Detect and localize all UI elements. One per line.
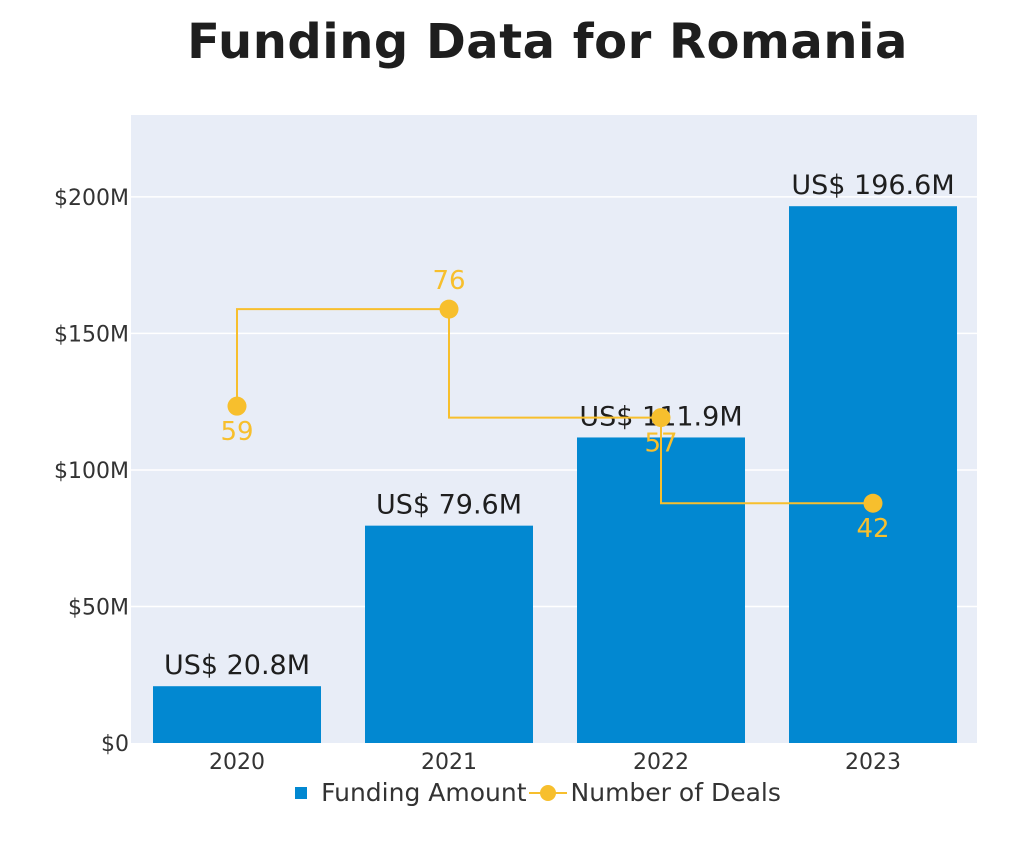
legend-swatch-deals <box>528 784 567 801</box>
deal-label-2023: 42 <box>856 514 889 544</box>
deal-point-2021 <box>439 299 459 319</box>
y-tick-label: $100M <box>54 459 129 484</box>
x-tick-label-2022: 2022 <box>633 750 689 775</box>
bar-label-2021: US$ 79.6M <box>376 490 522 521</box>
bar-2021 <box>365 525 533 743</box>
bar-label-2020: US$ 20.8M <box>164 650 310 681</box>
x-tick-label-2021: 2021 <box>421 750 477 775</box>
deal-label-2020: 59 <box>220 417 253 447</box>
deal-point-2023 <box>863 493 883 513</box>
legend-item-funding[interactable]: Funding Amount <box>295 778 527 807</box>
bar-label-2023: US$ 196.6M <box>791 170 954 201</box>
deals-step-line <box>236 308 873 505</box>
bar-2023 <box>789 206 957 743</box>
legend-label-funding: Funding Amount <box>321 778 527 807</box>
deal-label-2022: 57 <box>644 429 677 459</box>
legend-label-deals: Number of Deals <box>570 778 781 807</box>
y-tick-label: $200M <box>54 186 129 211</box>
deal-point-2022 <box>651 408 671 428</box>
x-tick-label-2020: 2020 <box>209 750 265 775</box>
x-tick-label-2023: 2023 <box>845 750 901 775</box>
y-tick-label: $50M <box>68 595 129 620</box>
y-tick-label: $150M <box>54 322 129 347</box>
deal-label-2021: 76 <box>432 266 465 296</box>
deal-point-2020 <box>227 396 247 416</box>
legend: Funding Amount Number of Deals <box>0 778 1015 807</box>
y-tick-label: $0 <box>101 732 129 757</box>
legend-item-deals[interactable]: Number of Deals <box>527 778 781 807</box>
legend-swatch-funding <box>295 786 308 799</box>
bar-2020 <box>153 686 321 743</box>
chart-title: Funding Data for Romania <box>187 14 908 70</box>
